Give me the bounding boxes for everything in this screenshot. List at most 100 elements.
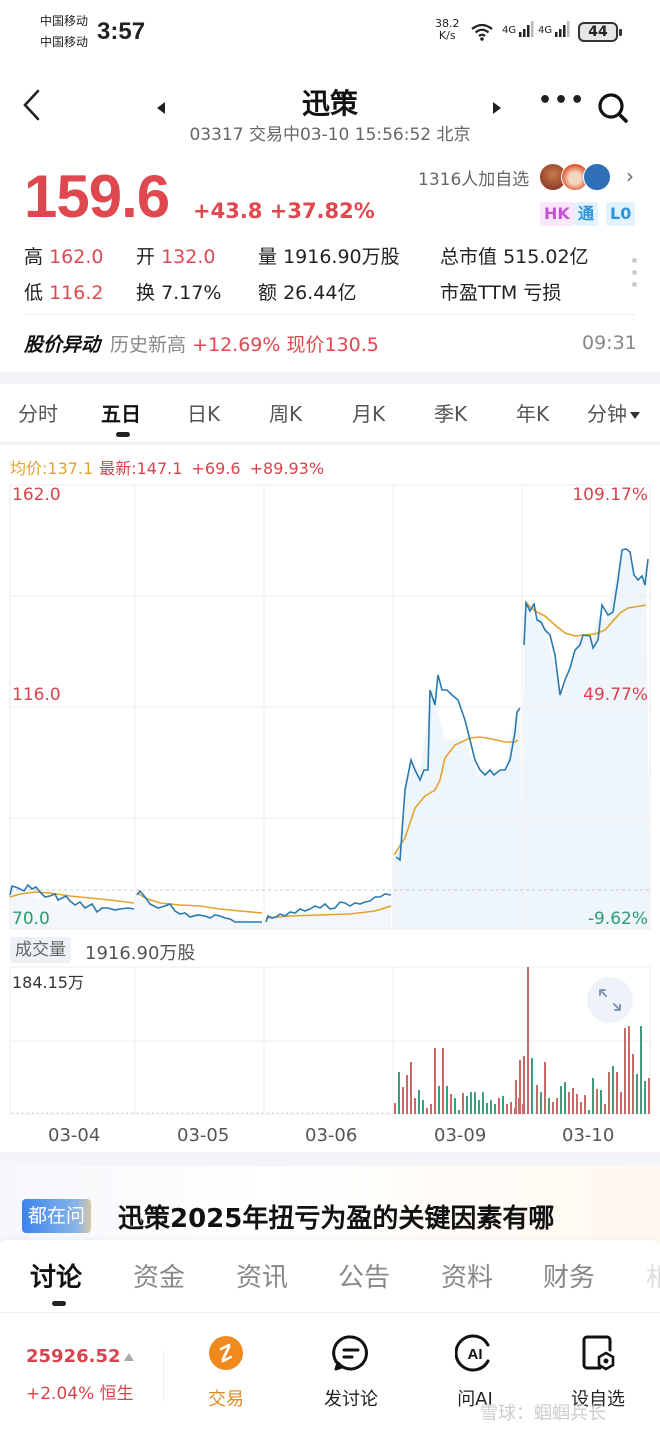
ask-ai-label: 问AI	[457, 1389, 493, 1410]
svg-text:AI: AI	[468, 1346, 483, 1363]
alert-title: 股价异动	[24, 334, 101, 356]
axis-right-mid: 49.77%	[583, 685, 648, 705]
more-button[interactable]: •••	[538, 88, 587, 113]
tab-discussion[interactable]: 讨论	[30, 1263, 83, 1293]
fullscreen-button[interactable]	[587, 977, 633, 1023]
date-label: 03-09	[434, 1125, 487, 1146]
tab-weekly-k[interactable]: 周K	[269, 402, 303, 426]
ask-question[interactable]: 迅策2025年扭亏为盈的关键因素有哪	[118, 1204, 555, 1234]
prev-stock-button[interactable]	[157, 102, 165, 114]
up-triangle-icon	[124, 1353, 134, 1361]
stat-pe: 市盈TTM 亏损	[440, 282, 562, 304]
chevron-right-icon[interactable]: ›	[626, 164, 634, 188]
change-value: +43.8	[193, 199, 263, 223]
badge-connect: 通	[574, 202, 599, 226]
more-stats-icon[interactable]	[632, 258, 638, 294]
alert-desc: 历史新高	[110, 334, 187, 356]
legend-avg-price: 均价:137.1	[10, 459, 94, 478]
stat-turnover: 换 7.17%	[136, 282, 222, 304]
chart-legend: 均价:137.1 最新:147.1 +69.6 +89.93%	[10, 455, 324, 479]
axis-left-top: 162.0	[12, 485, 61, 505]
net-speed-unit: K/s	[438, 29, 456, 42]
post-discussion-label: 发讨论	[324, 1389, 378, 1410]
volume-max-label: 184.15万	[12, 973, 84, 992]
stat-high: 高 162.0	[24, 246, 104, 268]
search-icon[interactable]	[597, 92, 629, 124]
tab-intraday[interactable]: 分时	[18, 402, 58, 426]
caret-down-icon	[630, 412, 640, 419]
content-tabs: 讨论 资金 资讯 公告 资料 财务 相	[0, 1240, 660, 1312]
tab-financials[interactable]: 财务	[543, 1263, 596, 1293]
expand-icon	[599, 989, 621, 1011]
tab-monthly-k[interactable]: 月K	[352, 402, 386, 426]
legend-change: +69.6	[191, 459, 241, 478]
volume-total: 1916.90万股	[85, 943, 196, 964]
tab-five-day[interactable]: 五日	[101, 402, 141, 426]
stat-volume: 量 1916.90万股	[258, 246, 400, 268]
add-watchlist-label: 设自选	[571, 1389, 625, 1410]
tab-news[interactable]: 资讯	[236, 1263, 289, 1293]
current-price: 159.6	[24, 163, 170, 230]
post-discussion-button[interactable]: 发讨论	[306, 1333, 396, 1411]
watermark: 雪球：蝈蝈兵长	[480, 1403, 606, 1424]
axis-left-bottom: 70.0	[12, 909, 50, 929]
follower-avatars[interactable]	[539, 163, 619, 191]
ai-icon: AI	[454, 1334, 490, 1372]
period-tabs: 分时 五日 日K 周K 月K 季K 年K 分钟	[0, 392, 660, 440]
hsi-value[interactable]: 25926.52	[26, 1346, 121, 1367]
avatar	[561, 163, 589, 191]
chevron-left-icon	[23, 89, 40, 121]
volume-chart[interactable]	[0, 965, 660, 1120]
tab-quarterly-k[interactable]: 季K	[434, 402, 468, 426]
status-bar: 中国移动 中国移动 3:57 38.2 K/s 4G 4G 44	[0, 0, 660, 62]
tab-daily-k[interactable]: 日K	[187, 402, 221, 426]
battery-indicator: 44	[578, 22, 622, 42]
volume-title[interactable]: 成交量	[10, 937, 71, 963]
price-alert[interactable]: 股价异动 历史新高 +12.69% 现价130.5	[24, 330, 379, 357]
active-tab-indicator	[52, 1301, 66, 1306]
legend-last-price: 最新:147.1	[99, 459, 183, 478]
wifi-icon	[471, 23, 493, 41]
price-chart[interactable]: 162.0 116.0 70.0 109.17% 49.77% -9.62%	[0, 480, 660, 940]
clock: 3:57	[97, 18, 146, 45]
watchlist-settings-icon	[582, 1335, 615, 1371]
back-button[interactable]	[20, 88, 50, 128]
next-stock-button[interactable]	[493, 102, 501, 114]
net-speed: 38.2 K/s	[435, 18, 460, 42]
trade-button[interactable]: 交易	[181, 1333, 271, 1411]
price-chart-canvas	[9, 484, 651, 930]
alert-time: 09:31	[582, 332, 637, 354]
date-label: 03-05	[177, 1125, 230, 1146]
axis-right-top: 109.17%	[572, 485, 648, 505]
bottom-action-bar: 25926.52 +2.04% 恒生 交易 发讨论 AI 问AI 设自选 雪球：…	[0, 1313, 660, 1430]
signal-2: 4G	[538, 20, 571, 38]
tab-capital[interactable]: 资金	[133, 1263, 186, 1293]
chat-bubble-icon	[332, 1335, 368, 1371]
section-gap	[0, 441, 660, 445]
tab-yearly-k[interactable]: 年K	[516, 402, 550, 426]
tab-profile[interactable]: 资料	[441, 1263, 494, 1293]
legend-change-pct: +89.93%	[249, 459, 325, 478]
alert-value: +12.69% 现价130.5	[192, 334, 379, 356]
watchlist-count[interactable]: 1316人加自选	[418, 170, 530, 190]
tab-minute[interactable]: 分钟	[587, 398, 640, 427]
net-speed-value: 38.2	[435, 17, 460, 30]
section-gap	[0, 1152, 660, 1166]
stat-market-cap: 总市值 515.02亿	[440, 246, 589, 268]
tab-announcements[interactable]: 公告	[338, 1263, 391, 1293]
divider	[24, 314, 636, 315]
add-watchlist-button[interactable]: 设自选	[553, 1333, 643, 1411]
ask-banner[interactable]	[0, 1166, 660, 1242]
ask-badge: 都在问	[22, 1199, 92, 1233]
hsi-change[interactable]: +2.04% 恒生	[26, 1384, 134, 1404]
trade-label: 交易	[208, 1389, 244, 1410]
date-label: 03-04	[48, 1125, 101, 1146]
avatar	[583, 163, 611, 191]
divider	[163, 1351, 164, 1401]
ask-ai-button[interactable]: AI 问AI	[430, 1333, 520, 1411]
stock-code-status: 03317 交易中03-10 15:56:52 北京	[189, 125, 471, 145]
date-label: 03-06	[305, 1125, 358, 1146]
tab-related[interactable]: 相	[646, 1263, 660, 1293]
stock-name: 迅策	[301, 87, 358, 120]
axis-right-bottom: -9.62%	[587, 909, 648, 929]
